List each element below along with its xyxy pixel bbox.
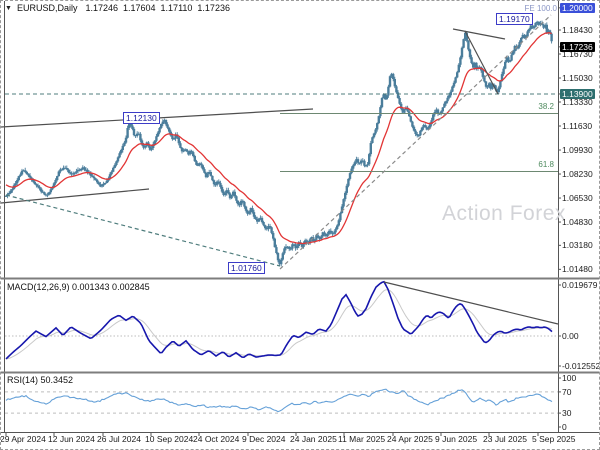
candle-bodies xyxy=(4,21,553,265)
date-axis-label: 12 Jun 2024 xyxy=(48,434,95,444)
date-axis-label: 5 Sep 2025 xyxy=(532,434,576,444)
rsi-axis-label: 30 xyxy=(562,408,572,419)
price-axis-label: 1.09930 xyxy=(562,145,593,156)
chart-titlebar: ▼ EURUSD,Daily 1.17246 1.17604 1.17110 1… xyxy=(5,3,230,13)
price-axis-label: 1.16730 xyxy=(562,49,593,59)
price-axis-label: 1.03180 xyxy=(562,240,593,251)
rsi-panel-label: RSI(14) 50.3452 xyxy=(7,375,74,385)
price-axis-label: 1.13900 xyxy=(560,88,595,99)
price-axis-label: 1.11630 xyxy=(562,121,593,132)
price-axis-label: 1.18430 xyxy=(562,25,593,35)
fib-level-label: 61.8 xyxy=(538,160,554,170)
macd-line xyxy=(5,280,553,360)
trendline xyxy=(5,194,281,267)
price-axis-label: 1.08230 xyxy=(562,169,593,180)
symbol-period-label: EURUSD,Daily xyxy=(16,3,78,13)
rsi-axis-label: 100 xyxy=(562,373,577,383)
macd-trendline xyxy=(383,281,559,325)
macd-axis-label: 0.00 xyxy=(562,331,579,341)
date-axis-label: 26 Jul 2024 xyxy=(97,434,141,444)
trendline xyxy=(279,14,552,270)
ohlc-high-value: 1.17604 xyxy=(123,3,156,13)
date-axis-label: 24 Jan 2025 xyxy=(290,434,337,444)
watermark: Action Forex xyxy=(442,202,566,225)
price-axis-label: 1.04830 xyxy=(562,217,593,228)
price-axis-label: 1.17236 xyxy=(560,41,595,52)
macd-axis-label: 0.019679 xyxy=(562,280,598,290)
date-axis-label: 9 Dec 2024 xyxy=(242,434,286,444)
price-axis-label: 1.13330 xyxy=(562,97,593,107)
price-axis-label: 1.20000 xyxy=(560,2,595,13)
macd-axis-label: -0.012552 xyxy=(562,361,600,371)
price-axis-label: 1.06530 xyxy=(562,193,593,204)
fib-extension-label: FE 100.0 xyxy=(524,4,557,13)
date-axis-label: 23 Jul 2025 xyxy=(483,434,527,444)
macd-panel-label: MACD(12,26,9) 0.001343 0.002845 xyxy=(7,282,150,292)
rsi-line xyxy=(5,388,553,413)
rsi-axis-label: 0 xyxy=(562,422,567,432)
date-axis-label: 10 Sep 2024 xyxy=(145,434,194,444)
rsi-axis-label: 70 xyxy=(562,386,572,397)
macd-signal-line xyxy=(5,289,553,360)
ohlc-open-value: 1.17246 xyxy=(85,3,118,13)
trendline xyxy=(1,188,150,204)
ohlc-close-value: 1.17236 xyxy=(197,3,230,13)
chart-dropdown-icon[interactable]: ▼ xyxy=(5,4,12,12)
price-axis-label: 1.01480 xyxy=(562,264,593,275)
moving-average-line xyxy=(5,32,552,245)
price-flag-label: 1.01760 xyxy=(228,262,265,274)
ohlc-low-value: 1.17110 xyxy=(160,3,193,13)
trendline xyxy=(452,28,506,40)
price-axis-label: 1.15030 xyxy=(562,73,593,83)
date-axis-label: 24 Oct 2024 xyxy=(193,434,240,444)
candlesticks xyxy=(5,20,553,267)
price-flag-label: 1.12130 xyxy=(123,112,160,124)
date-axis-label: 11 Mar 2025 xyxy=(338,434,386,444)
date-axis-label: 24 Apr 2025 xyxy=(387,434,433,444)
date-axis-label: 29 Apr 2024 xyxy=(0,434,46,444)
date-axis-label: 9 Jun 2025 xyxy=(435,434,478,444)
price-flag-label: 1.19170 xyxy=(496,13,533,25)
trendline xyxy=(464,30,499,95)
fib-level-label: 38.2 xyxy=(538,102,554,112)
